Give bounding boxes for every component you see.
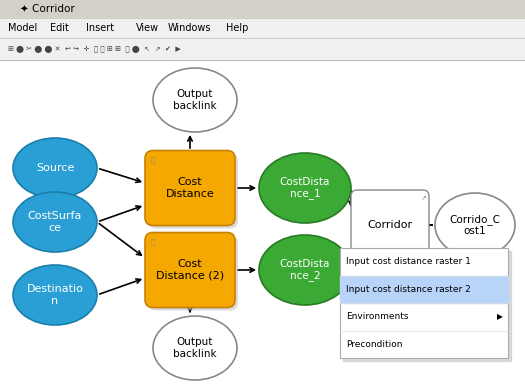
Text: Input cost distance raster 1: Input cost distance raster 1 — [346, 257, 471, 266]
FancyBboxPatch shape — [351, 190, 429, 260]
Bar — [0, 60, 525, 386]
Text: Help: Help — [226, 23, 248, 33]
Text: Source: Source — [36, 163, 74, 173]
FancyBboxPatch shape — [148, 235, 238, 310]
Bar — [0, 18, 525, 38]
Text: ✦ Corridor: ✦ Corridor — [20, 4, 75, 14]
Text: ⚿: ⚿ — [151, 239, 155, 245]
Text: Cost
Distance (2): Cost Distance (2) — [156, 259, 224, 281]
Text: ⚿: ⚿ — [151, 156, 155, 163]
Text: Precondition: Precondition — [346, 340, 403, 349]
Text: CostDista
nce_2: CostDista nce_2 — [280, 259, 330, 281]
Bar — [0, 38, 525, 60]
Text: Environments: Environments — [346, 312, 408, 321]
Text: Insert: Insert — [86, 23, 114, 33]
Text: Destinatio
n: Destinatio n — [27, 284, 83, 306]
FancyBboxPatch shape — [148, 154, 238, 229]
Text: ⊞ ⬤ ✂ ⬤ ⬤ ✕  ↩ ↪  ✛  ⬛ ⬛ ⊞ ⊞  🔍 ⬤  ↖  ↗  ✔  ▶: ⊞ ⬤ ✂ ⬤ ⬤ ✕ ↩ ↪ ✛ ⬛ ⬛ ⊞ ⊞ 🔍 ⬤ ↖ ↗ ✔ ▶ — [8, 46, 181, 52]
Text: Corrido_C
ost1: Corrido_C ost1 — [449, 214, 500, 236]
Ellipse shape — [259, 153, 351, 223]
Text: Model: Model — [8, 23, 37, 33]
FancyBboxPatch shape — [145, 151, 235, 225]
Text: Windows: Windows — [168, 23, 212, 33]
Text: Output
backlink: Output backlink — [173, 89, 217, 111]
FancyBboxPatch shape — [145, 232, 235, 308]
Bar — [340, 276, 508, 303]
Ellipse shape — [435, 193, 515, 257]
Text: Cost
Distance: Cost Distance — [165, 177, 214, 199]
Ellipse shape — [259, 235, 351, 305]
Ellipse shape — [153, 68, 237, 132]
Bar — [0, 0, 525, 18]
Ellipse shape — [13, 138, 97, 198]
Ellipse shape — [13, 192, 97, 252]
Ellipse shape — [13, 265, 97, 325]
Text: CostDista
nce_1: CostDista nce_1 — [280, 177, 330, 199]
Text: Output
backlink: Output backlink — [173, 337, 217, 359]
Bar — [340, 248, 508, 358]
Text: ▶: ▶ — [497, 312, 503, 321]
Text: CostSurfa
ce: CostSurfa ce — [28, 211, 82, 233]
Text: Edit: Edit — [50, 23, 69, 33]
Text: Input cost distance raster 2: Input cost distance raster 2 — [346, 285, 471, 294]
Text: Corridor: Corridor — [368, 220, 413, 230]
Text: View: View — [136, 23, 159, 33]
Text: ↗: ↗ — [421, 195, 427, 201]
Bar — [343, 251, 511, 361]
Ellipse shape — [153, 316, 237, 380]
